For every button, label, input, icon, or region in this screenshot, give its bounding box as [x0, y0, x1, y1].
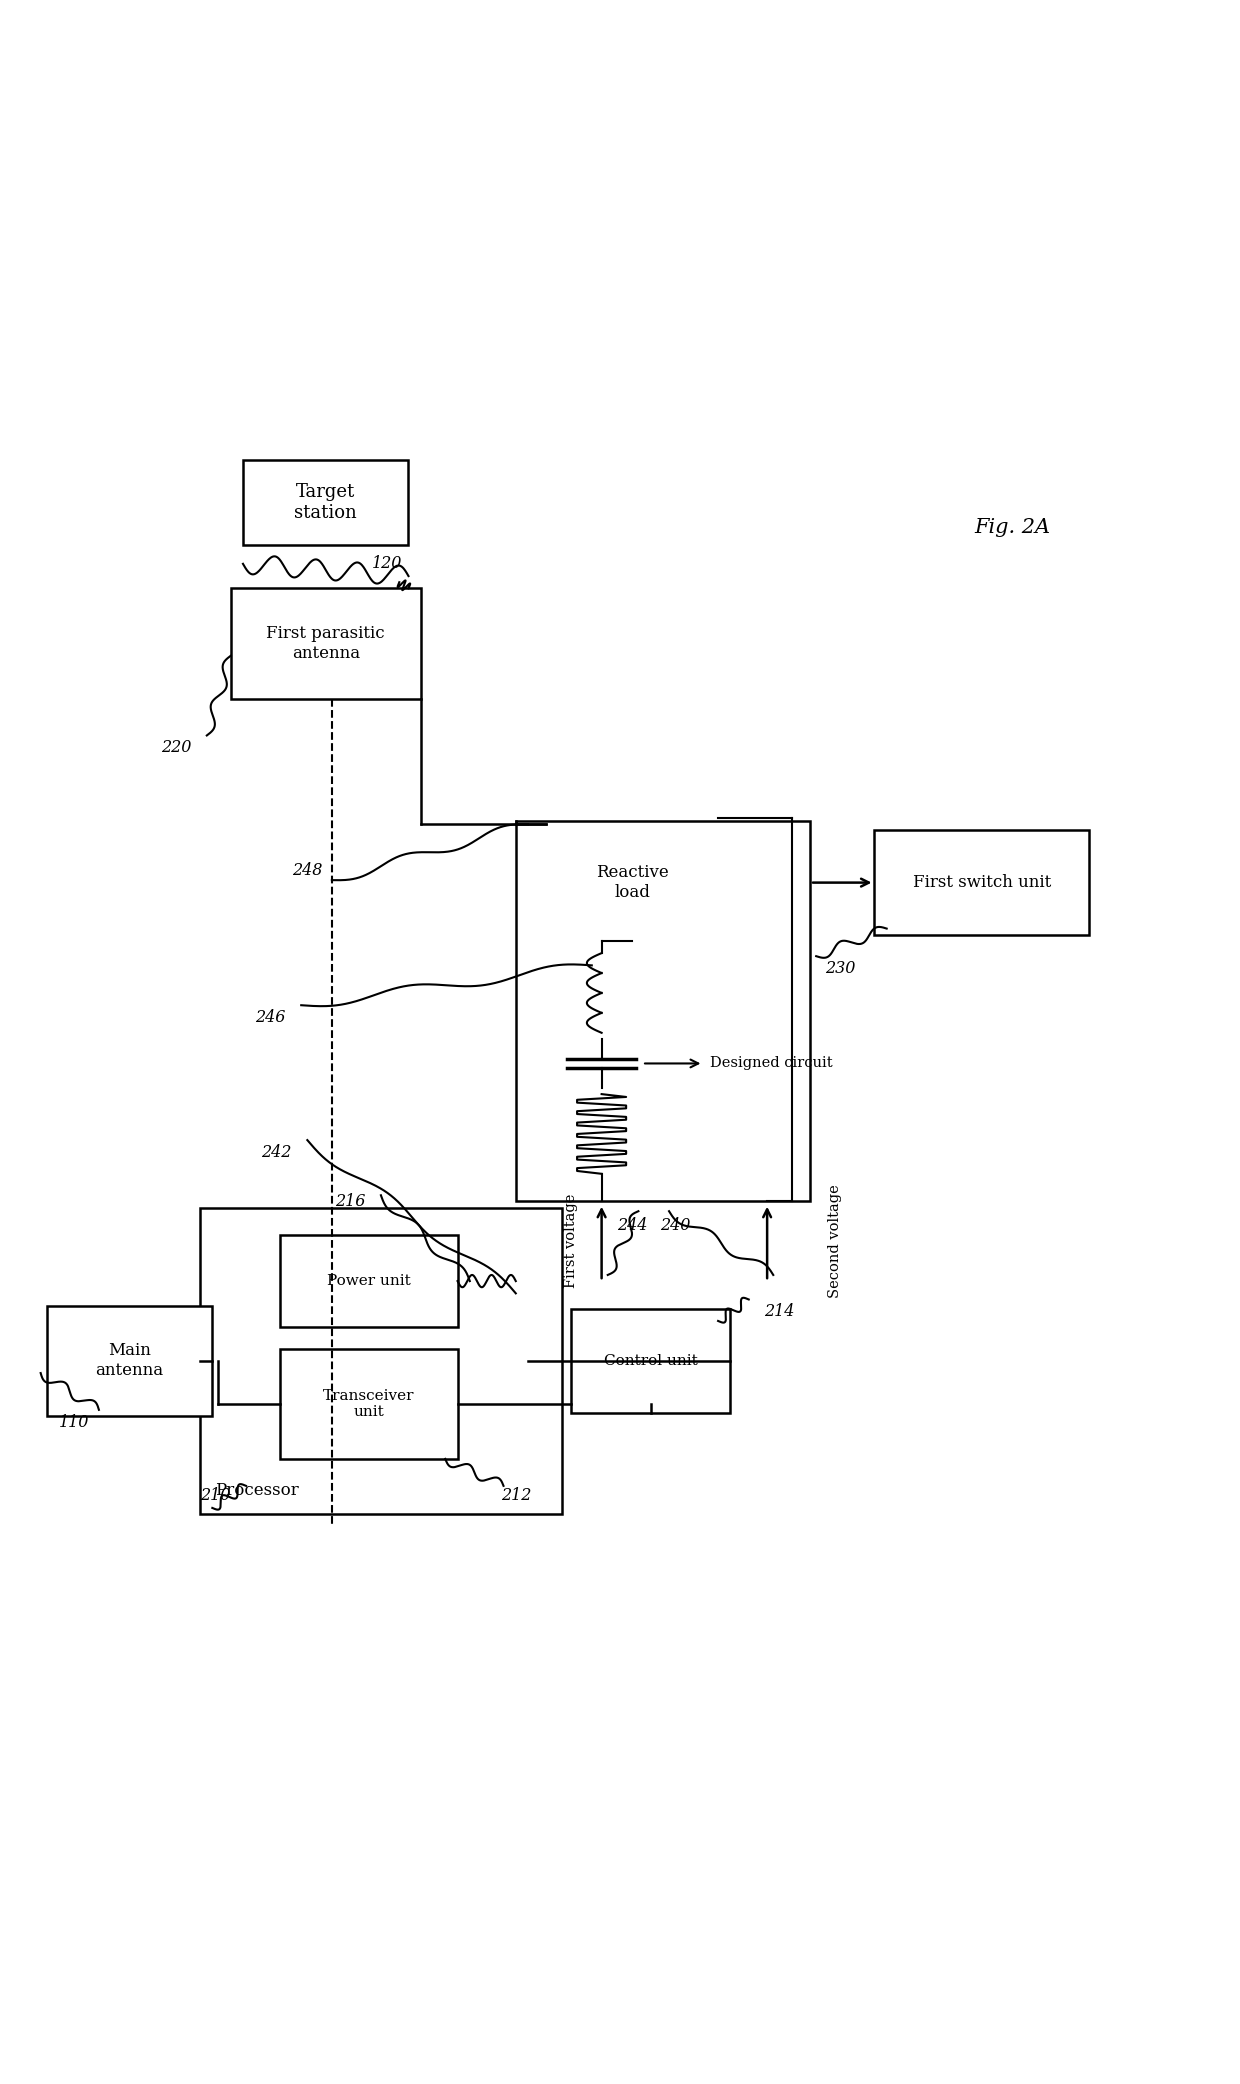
- Text: Reactive
load: Reactive load: [596, 865, 668, 900]
- Text: 210: 210: [200, 1488, 231, 1505]
- Bar: [231, 588, 420, 698]
- Text: 216: 216: [335, 1192, 366, 1211]
- Text: 220: 220: [161, 740, 191, 756]
- Text: Designed circuit: Designed circuit: [709, 1057, 832, 1071]
- Bar: [547, 825, 718, 940]
- Text: Target
station: Target station: [294, 483, 357, 521]
- Bar: [874, 832, 1089, 936]
- Text: 120: 120: [372, 554, 402, 573]
- Text: 244: 244: [618, 1217, 647, 1234]
- Bar: [243, 461, 408, 546]
- Bar: [280, 1348, 458, 1459]
- Text: 214: 214: [764, 1302, 795, 1321]
- Text: First parasitic
antenna: First parasitic antenna: [267, 625, 386, 663]
- Text: First switch unit: First switch unit: [913, 873, 1050, 892]
- Bar: [47, 1305, 212, 1415]
- Bar: [516, 821, 810, 1200]
- Text: Control unit: Control unit: [604, 1355, 698, 1367]
- Text: 246: 246: [255, 1009, 285, 1025]
- Text: 212: 212: [501, 1488, 531, 1505]
- Text: Fig. 2A: Fig. 2A: [975, 517, 1050, 536]
- Text: Main
antenna: Main antenna: [95, 1342, 164, 1380]
- Text: 242: 242: [262, 1144, 291, 1161]
- Text: Power unit: Power unit: [327, 1273, 410, 1288]
- Text: Second voltage: Second voltage: [827, 1184, 842, 1298]
- Text: 240: 240: [660, 1217, 691, 1234]
- Bar: [200, 1207, 562, 1515]
- Text: Transceiver
unit: Transceiver unit: [322, 1388, 414, 1419]
- Text: 230: 230: [826, 961, 856, 977]
- Text: 248: 248: [293, 863, 322, 879]
- Text: Processor: Processor: [215, 1482, 299, 1498]
- Text: First voltage: First voltage: [564, 1194, 578, 1288]
- Bar: [570, 1309, 730, 1413]
- Bar: [280, 1236, 458, 1328]
- Text: 110: 110: [60, 1413, 89, 1430]
